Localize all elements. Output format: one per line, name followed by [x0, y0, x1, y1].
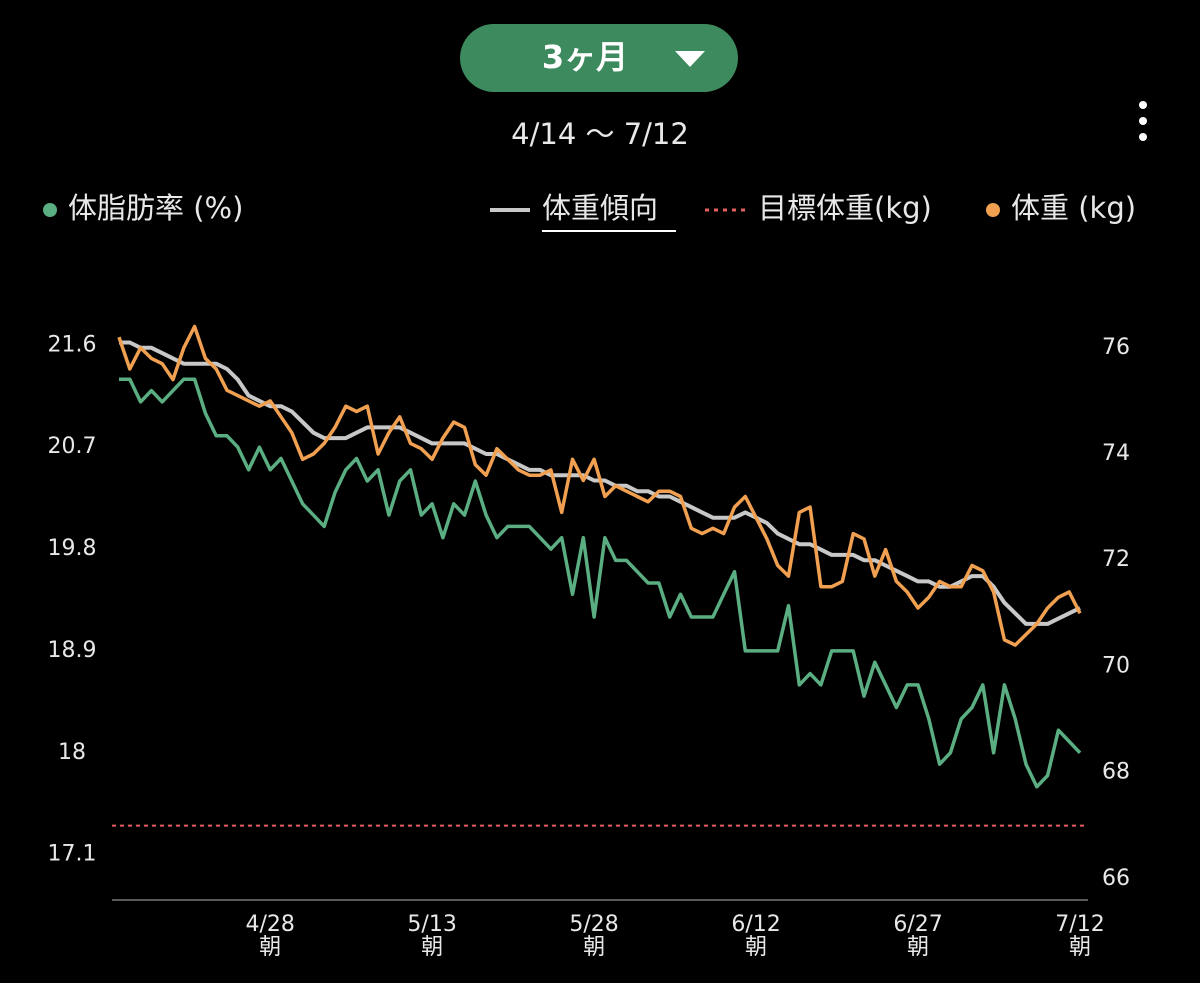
- y-tick-label: 18: [58, 740, 86, 765]
- x-tick-label: 6/12: [731, 912, 780, 937]
- x-tick-sublabel: 朝: [259, 935, 281, 960]
- y2-tick-label: 72: [1102, 547, 1130, 572]
- legend-label: 体脂肪率 (%): [68, 191, 243, 225]
- x-tick-sublabel: 朝: [907, 935, 929, 960]
- series-line: [117, 324, 1082, 647]
- y2-tick-label: 68: [1102, 760, 1130, 785]
- menu-dot: [1139, 133, 1147, 141]
- dropdown-arrow[interactable]: [675, 51, 705, 67]
- menu-button[interactable]: [1139, 101, 1147, 141]
- x-tick-sublabel: 朝: [421, 935, 443, 960]
- date-range: 4/14 〜 7/12: [511, 117, 689, 151]
- x-tick-label: 5/28: [569, 912, 618, 937]
- period-label: 3ヶ月: [542, 38, 628, 76]
- y-tick-label: 19.8: [48, 536, 97, 561]
- legend-dot: [986, 203, 1000, 217]
- series-line: [119, 377, 1082, 789]
- y-tick-label: 20.7: [48, 434, 97, 459]
- y2-tick-label: 70: [1102, 653, 1130, 678]
- legend-label: 体重傾向: [542, 191, 658, 225]
- legend-label: 目標体重(kg): [758, 191, 932, 225]
- legend-dot: [43, 203, 57, 217]
- x-tick-sublabel: 朝: [1069, 935, 1091, 960]
- legend-label: 体重 (kg): [1011, 191, 1136, 225]
- x-tick-label: 7/12: [1055, 912, 1104, 937]
- menu-dot: [1139, 101, 1147, 109]
- legend: 体脂肪率 (%) 体重傾向 目標体重(kg) 体重 (kg): [43, 191, 1136, 232]
- x-tick-label: 4/28: [245, 912, 294, 937]
- x-tick-sublabel: 朝: [745, 935, 767, 960]
- plot: 21.620.719.818.91817.17674727068664/28朝5…: [48, 324, 1130, 960]
- x-tick-label: 5/13: [407, 912, 456, 937]
- y2-tick-label: 76: [1102, 335, 1130, 360]
- x-tick-label: 6/27: [893, 912, 942, 937]
- x-tick-sublabel: 朝: [583, 935, 605, 960]
- y-tick-label: 21.6: [48, 332, 97, 357]
- y2-tick-label: 74: [1102, 441, 1130, 466]
- y-tick-label: 18.9: [48, 638, 97, 663]
- y2-tick-label: 66: [1102, 866, 1130, 891]
- y-tick-label: 17.1: [48, 842, 97, 867]
- menu-dot: [1139, 117, 1147, 125]
- period-selector[interactable]: [460, 24, 738, 92]
